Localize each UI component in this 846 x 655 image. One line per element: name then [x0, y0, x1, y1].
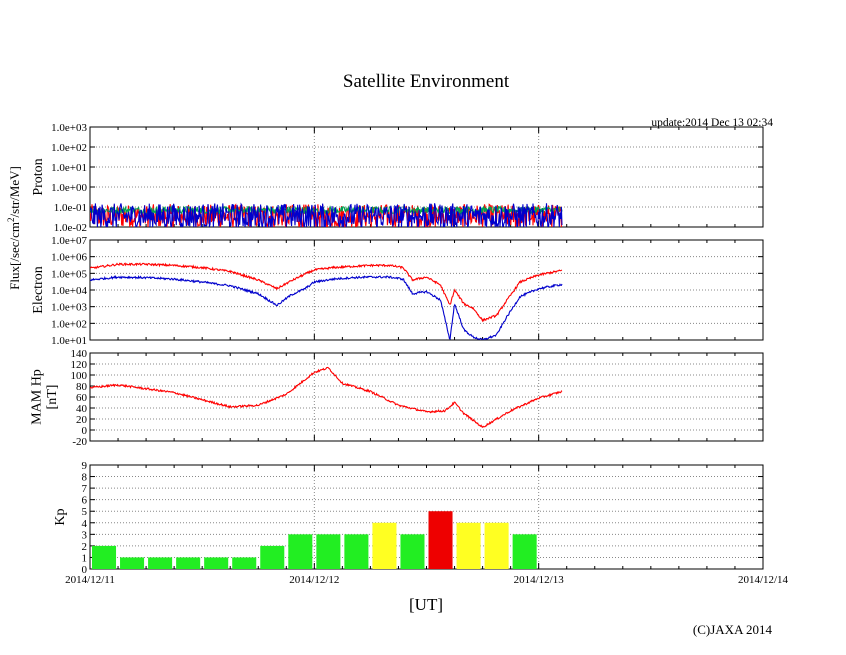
electron-series-line: [90, 274, 563, 340]
flux-label-text: Flux[/sec/cm2/str/MeV]: [6, 166, 22, 290]
kp-frame: [89, 464, 764, 570]
proton-ytick-label: 1.0e+00: [51, 182, 87, 194]
proton-ytick-label: 1.0e-02: [54, 222, 87, 234]
electron-ytick-label: 1.0e+06: [51, 252, 87, 264]
kp-bar: [232, 557, 257, 569]
chart-panels: 1.0e-021.0e-011.0e+001.0e+011.0e+021.0e+…: [30, 122, 789, 586]
kp-bar: [288, 534, 313, 569]
copyright-text: (C)JAXA 2014: [693, 622, 773, 637]
kp-plot: [92, 511, 537, 569]
kp-ylabel: Kp: [53, 508, 68, 525]
kp-bar: [120, 557, 145, 569]
electron-ytick-label: 1.0e+03: [51, 302, 87, 314]
mam_hp-ytick-label: 80: [76, 381, 88, 393]
kp-ytick-label: 7: [82, 483, 88, 495]
mam_hp-ytick-label: 20: [76, 414, 88, 426]
electron-ytick-label: 1.0e+04: [51, 285, 87, 297]
electron-series-line: [90, 262, 563, 323]
mam_hp-ytick-label: 60: [76, 392, 88, 404]
x-tick-label: 2014/12/12: [289, 574, 339, 586]
kp-ytick-label: 2: [82, 541, 88, 553]
proton-ytick-label: 1.0e+01: [51, 162, 87, 174]
kp-bar: [456, 522, 481, 569]
proton-ytick-label: 1.0e-01: [54, 202, 87, 214]
kp-ytick-label: 4: [82, 518, 88, 530]
figure-title: Satellite Environment: [343, 71, 510, 92]
update-timestamp: update:2014 Dec 13 02:34: [651, 117, 773, 129]
kp-bar: [428, 511, 453, 569]
kp-ytick-label: 9: [82, 460, 88, 472]
kp-bar: [484, 522, 509, 569]
electron-ylabel: Electron: [31, 266, 46, 313]
electron-plot: [90, 262, 563, 340]
flux-label-superscript: 2: [6, 217, 16, 222]
flux-label-part: Flux[/sec/cm: [7, 222, 22, 290]
kp-ytick-label: 1: [82, 552, 88, 564]
flux-label-part: /str/MeV]: [7, 166, 22, 217]
kp-bar: [344, 534, 369, 569]
mam_hp-ytick-label: 120: [71, 359, 88, 371]
electron-panel: 1.0e+01 1.0e+02 1.0e+03 1.0e+04 1.0e+05 1.0e+…: [31, 235, 764, 347]
kp-ytick-label: 8: [82, 472, 88, 484]
x-tick-label: 2014/12/14: [738, 574, 789, 586]
electron-ytick-label: 1.0e+07: [51, 235, 87, 247]
proton-ytick-label: 1.0e+02: [51, 142, 87, 154]
kp-ytick-label: 6: [82, 495, 88, 507]
mam_hp-plot: [90, 366, 563, 428]
mam_hp-ytick-label: 40: [76, 403, 88, 415]
x-tick-label: 2014/12/13: [514, 574, 565, 586]
proton-ytick-label: 1.0e+03: [51, 122, 87, 134]
mam_hp-series-line: [90, 366, 563, 428]
kp-bar: [512, 534, 537, 569]
x-axis-label: [UT]: [409, 595, 443, 614]
kp-ytick-label: 3: [82, 529, 88, 541]
proton-plot: [90, 202, 563, 227]
kp-bar: [204, 557, 229, 569]
x-tick-label: 2014/12/11: [65, 574, 115, 586]
kp-bar: [148, 557, 173, 569]
flux-axis-label: Flux[/sec/cm2/str/MeV]: [6, 166, 22, 290]
kp-bar: [260, 545, 285, 569]
mam_hp-ytick-label: -20: [72, 436, 87, 448]
proton-series-line: [90, 204, 563, 216]
mam_hp-ytick-label: 140: [71, 348, 88, 360]
electron-ytick-label: 1.0e+02: [51, 318, 87, 330]
proton-ylabel: Proton: [31, 158, 46, 195]
kp-bar: [400, 534, 425, 569]
electron-ytick-label: 1.0e+01: [51, 335, 87, 347]
mam_hp-ytick-label: 0: [82, 425, 88, 437]
kp-ytick-label: 0: [82, 564, 88, 576]
mam_hp-ylabel: MAM Hp[nT]: [30, 369, 60, 425]
mam-ylabel-line1: MAM Hp: [30, 369, 45, 425]
mam_hp-ytick-label: 100: [71, 370, 88, 382]
kp-bar: [92, 545, 117, 569]
kp-bar: [372, 522, 397, 569]
kp-bar: [316, 534, 341, 569]
electron-ytick-label: 1.0e+05: [51, 268, 87, 280]
proton-series-line: [90, 202, 563, 227]
proton-panel: 1.0e-02 1.0e-01 1.0e+00 1.0e+01 1.0e+02 1.0e+…: [31, 122, 764, 234]
kp-ytick-label: 5: [82, 506, 88, 518]
mam-ylabel-line2: [nT]: [45, 385, 60, 410]
kp-bar: [176, 557, 201, 569]
